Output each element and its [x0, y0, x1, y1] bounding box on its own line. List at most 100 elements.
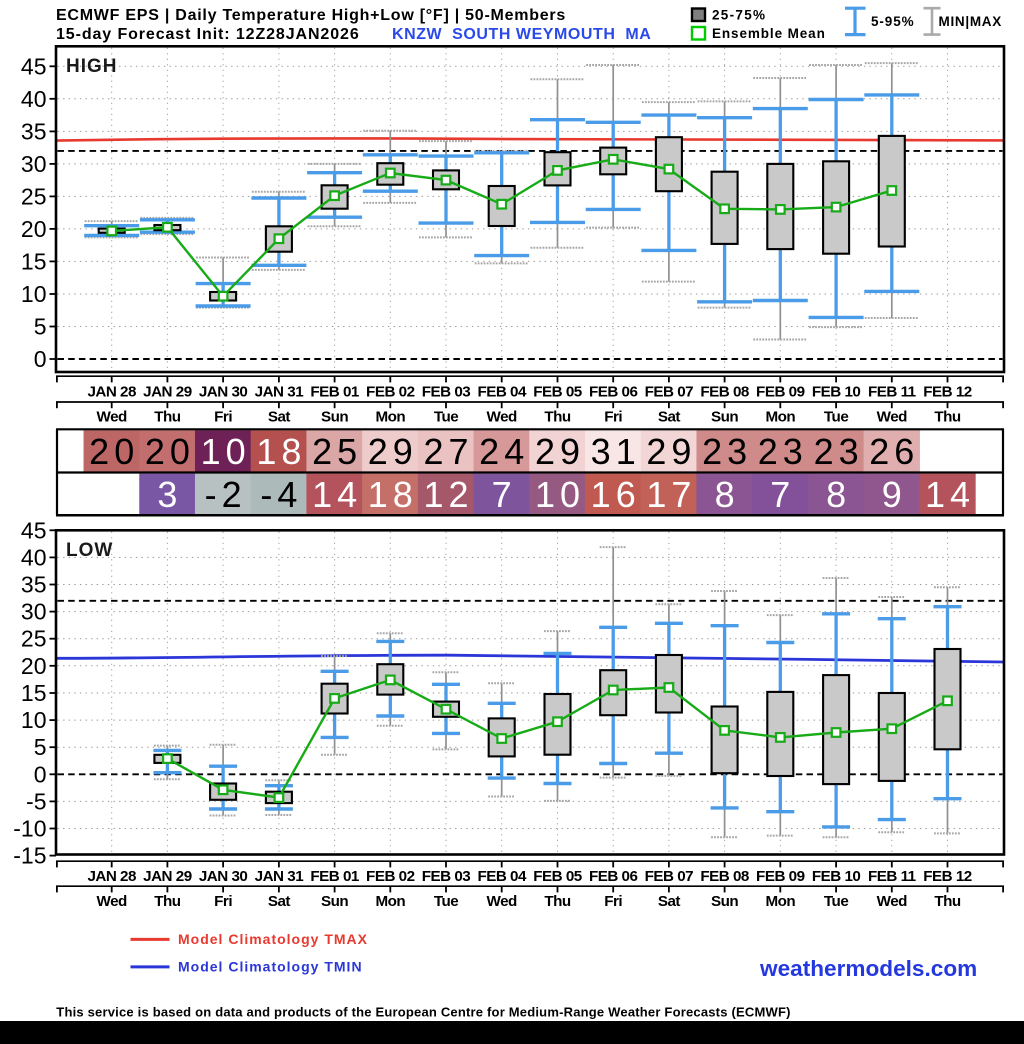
svg-text:JAN 31: JAN 31 [255, 384, 305, 401]
svg-text:17: 17 [646, 474, 696, 515]
svg-text:18: 18 [368, 474, 418, 515]
svg-text:3: 3 [157, 474, 182, 515]
svg-text:-2: -2 [205, 474, 247, 515]
svg-text:Tue: Tue [434, 409, 458, 426]
svg-text:20: 20 [21, 653, 47, 679]
svg-text:HIGH: HIGH [66, 56, 118, 77]
svg-text:30: 30 [21, 599, 47, 625]
svg-text:0: 0 [34, 761, 47, 787]
svg-text:5-95%: 5-95% [871, 14, 915, 29]
svg-text:FEB 01: FEB 01 [310, 868, 360, 885]
svg-text:FEB 11: FEB 11 [868, 868, 917, 885]
svg-text:Sat: Sat [268, 893, 291, 910]
svg-text:Thu: Thu [154, 409, 181, 426]
svg-text:14: 14 [312, 474, 362, 515]
svg-text:Tue: Tue [824, 409, 848, 426]
svg-text:JAN 28: JAN 28 [87, 384, 136, 401]
svg-text:45: 45 [21, 53, 47, 79]
svg-text:JAN 31: JAN 31 [255, 868, 305, 885]
svg-text:FEB 01: FEB 01 [310, 384, 360, 401]
svg-text:FEB 03: FEB 03 [422, 868, 471, 885]
svg-text:FEB 02: FEB 02 [366, 868, 415, 885]
svg-text:30: 30 [21, 151, 47, 177]
svg-text:weathermodels.com: weathermodels.com [759, 956, 977, 981]
svg-text:23: 23 [702, 431, 752, 472]
svg-text:Thu: Thu [544, 893, 571, 910]
svg-text:JAN 29: JAN 29 [143, 384, 192, 401]
svg-text:Mon: Mon [375, 409, 405, 426]
svg-text:25: 25 [21, 183, 47, 209]
svg-text:Sat: Sat [658, 409, 681, 426]
svg-text:Fri: Fri [604, 893, 622, 910]
svg-text:40: 40 [21, 86, 47, 112]
svg-text:Wed: Wed [97, 409, 128, 426]
svg-text:FEB 05: FEB 05 [533, 868, 583, 885]
svg-text:10: 10 [21, 707, 47, 733]
svg-text:24: 24 [479, 431, 529, 472]
svg-text:31: 31 [591, 431, 641, 472]
svg-text:7: 7 [492, 474, 517, 515]
svg-text:29: 29 [646, 431, 696, 472]
svg-text:FEB 04: FEB 04 [477, 384, 527, 401]
svg-text:-10: -10 [13, 816, 46, 842]
svg-text:Tue: Tue [824, 893, 848, 910]
svg-text:10: 10 [21, 281, 47, 307]
svg-text:Thu: Thu [934, 893, 961, 910]
svg-text:15-day Forecast Init: 12Z28JAN: 15-day Forecast Init: 12Z28JAN2026 [56, 26, 360, 43]
svg-text:45: 45 [21, 517, 47, 543]
svg-text:FEB 08: FEB 08 [700, 868, 749, 885]
svg-text:JAN 28: JAN 28 [87, 868, 136, 885]
svg-text:8: 8 [715, 474, 740, 515]
svg-text:LOW: LOW [66, 540, 113, 561]
svg-text:This service is based on data: This service is based on data and produc… [56, 1005, 790, 1020]
svg-text:18: 18 [256, 431, 306, 472]
svg-text:FEB 09: FEB 09 [756, 384, 805, 401]
svg-text:Sat: Sat [268, 409, 291, 426]
svg-text:-4: -4 [260, 474, 302, 515]
svg-text:Ensemble Mean: Ensemble Mean [712, 26, 826, 41]
svg-text:10: 10 [535, 474, 585, 515]
svg-text:FEB 10: FEB 10 [812, 384, 861, 401]
svg-text:29: 29 [368, 431, 418, 472]
svg-text:Fri: Fri [214, 893, 232, 910]
svg-text:FEB 06: FEB 06 [589, 868, 638, 885]
svg-text:JAN 30: JAN 30 [199, 868, 248, 885]
svg-text:15: 15 [21, 248, 47, 274]
svg-text:16: 16 [591, 474, 641, 515]
svg-text:Fri: Fri [604, 409, 622, 426]
svg-text:5: 5 [34, 734, 47, 760]
svg-text:Sun: Sun [321, 409, 348, 426]
svg-text:FEB 02: FEB 02 [366, 384, 415, 401]
svg-text:25: 25 [21, 626, 47, 652]
svg-text:Sun: Sun [321, 893, 348, 910]
svg-text:27: 27 [423, 431, 473, 472]
svg-text:FEB 09: FEB 09 [756, 868, 805, 885]
svg-text:FEB 12: FEB 12 [923, 868, 972, 885]
svg-text:0: 0 [34, 346, 47, 372]
svg-text:Wed: Wed [97, 893, 128, 910]
svg-text:7: 7 [770, 474, 795, 515]
svg-text:25-75%: 25-75% [712, 8, 766, 23]
svg-text:JAN 30: JAN 30 [199, 384, 248, 401]
svg-text:23: 23 [758, 431, 808, 472]
svg-text:Thu: Thu [154, 893, 181, 910]
svg-text:FEB 12: FEB 12 [923, 384, 972, 401]
svg-text:JAN 29: JAN 29 [143, 868, 192, 885]
svg-text:FEB 04: FEB 04 [477, 868, 527, 885]
svg-text:-15: -15 [13, 843, 46, 869]
svg-text:MIN|MAX: MIN|MAX [939, 14, 1002, 29]
svg-text:Tue: Tue [434, 893, 458, 910]
svg-text:Model Climatology TMIN: Model Climatology TMIN [178, 959, 363, 975]
svg-text:Wed: Wed [487, 893, 518, 910]
svg-text:12: 12 [423, 474, 473, 515]
svg-text:Mon: Mon [765, 893, 795, 910]
svg-text:FEB 08: FEB 08 [700, 384, 749, 401]
svg-text:Sun: Sun [711, 893, 738, 910]
svg-text:Wed: Wed [487, 409, 518, 426]
svg-text:Wed: Wed [877, 893, 908, 910]
svg-text:Fri: Fri [214, 409, 232, 426]
svg-text:26: 26 [869, 431, 919, 472]
svg-text:40: 40 [21, 544, 47, 570]
svg-text:20: 20 [145, 431, 195, 472]
svg-text:-5: -5 [26, 788, 46, 814]
